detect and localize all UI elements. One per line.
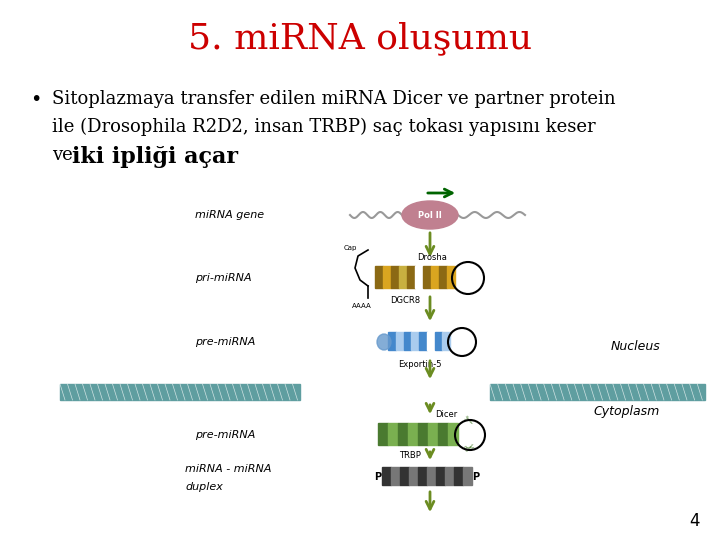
Text: P: P [374,472,382,482]
Text: Cytoplasm: Cytoplasm [594,406,660,419]
Bar [463,467,472,485]
Text: 5. miRNA oluşumu: 5. miRNA oluşumu [188,21,532,55]
Bar [400,467,409,485]
Bar [436,467,445,485]
Bar [391,266,399,288]
Text: •: • [30,90,41,109]
Bar [378,423,388,445]
Text: Nucleus: Nucleus [611,341,660,354]
Text: ✂: ✂ [460,413,476,429]
Text: Sitoplazmaya transfer edilen miRNA Dicer ve partner protein: Sitoplazmaya transfer edilen miRNA Dicer… [52,90,616,108]
Bar [399,266,407,288]
Bar [438,423,448,445]
Bar [447,266,455,288]
Text: iki ipliği açar: iki ipliği açar [72,146,238,168]
Bar [382,467,391,485]
Bar [423,266,431,288]
Bar [448,423,458,445]
Bar [418,467,427,485]
Bar [431,266,439,288]
Bar [383,266,391,288]
Bar [490,384,705,400]
Bar [408,423,418,445]
Bar [403,332,411,350]
Bar [396,332,403,350]
Text: Pol II: Pol II [418,211,442,219]
Text: Drosha: Drosha [417,253,447,262]
Bar [445,467,454,485]
Text: pre-miRNA: pre-miRNA [195,337,256,347]
Text: Dicer: Dicer [435,410,457,419]
Bar [407,266,415,288]
Text: Cap: Cap [343,245,356,251]
Text: ✂: ✂ [463,441,477,457]
Text: duplex: duplex [185,482,223,492]
Text: 4: 4 [690,512,700,530]
Bar [411,332,419,350]
Text: P: P [472,472,480,482]
Bar [427,332,434,350]
Bar [439,266,447,288]
Text: ve: ve [52,146,78,164]
Bar [388,332,396,350]
Bar [434,332,442,350]
Text: pre-miRNA: pre-miRNA [195,430,256,440]
Bar [375,266,383,288]
Text: DGCR8: DGCR8 [390,296,420,305]
Bar [419,332,427,350]
Bar [388,423,398,445]
Bar [60,384,300,400]
Ellipse shape [402,201,458,229]
Bar [391,467,400,485]
Text: pri-miRNA: pri-miRNA [195,273,251,283]
Bar [454,467,463,485]
Bar [398,423,408,445]
Text: ile (Drosophila R2D2, insan TRBP) saç tokası yapısını keser: ile (Drosophila R2D2, insan TRBP) saç to… [52,118,595,136]
Text: Exportin-5: Exportin-5 [398,360,442,369]
Bar [428,423,438,445]
Bar [418,423,428,445]
Bar [427,467,436,485]
Bar [409,467,418,485]
Text: TRBP: TRBP [399,451,421,460]
Text: AAAA: AAAA [352,303,372,309]
Bar [415,266,423,288]
Bar [442,332,450,350]
Text: miRNA - miRNA: miRNA - miRNA [185,464,271,474]
Ellipse shape [377,334,391,350]
Text: miRNA gene: miRNA gene [195,210,264,220]
